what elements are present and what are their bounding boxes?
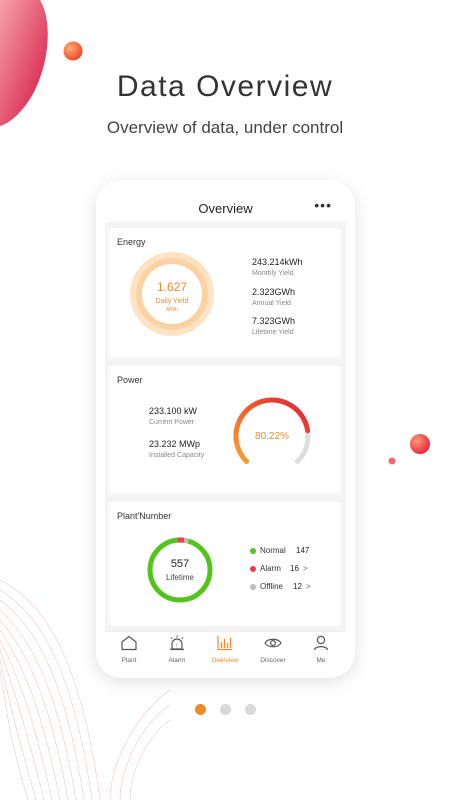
annual-yield-value: 2.323GWh bbox=[252, 287, 296, 297]
status-count-offline: 12 bbox=[293, 582, 302, 591]
annual-yield-label: Annual Yield bbox=[252, 300, 291, 307]
chevron-right-icon: > bbox=[306, 582, 311, 591]
decorative-small-dot bbox=[388, 457, 396, 465]
status-count-alarm: 16 bbox=[290, 564, 299, 573]
tab-plant-label: Plant bbox=[121, 657, 137, 664]
status-label-alarm: Alarm bbox=[260, 564, 281, 573]
plant-ring-chart bbox=[147, 537, 213, 603]
energy-card-title: Energy bbox=[117, 237, 146, 247]
home-icon bbox=[121, 635, 137, 651]
user-icon bbox=[313, 635, 329, 651]
decorative-line-waves bbox=[0, 579, 170, 800]
decorative-orange-ball bbox=[63, 41, 83, 61]
daily-yield-value: 1.627 bbox=[156, 280, 188, 294]
chevron-right-icon: > bbox=[303, 564, 308, 573]
daily-yield-label: Daily Yield bbox=[155, 298, 189, 305]
phone-screen: Overview ••• Energy 1.627 Daily Yield MW… bbox=[105, 188, 346, 670]
decorative-red-ball bbox=[410, 434, 430, 454]
bar-chart-icon bbox=[217, 636, 232, 651]
screen-title: Overview bbox=[198, 201, 253, 216]
pagination-dots bbox=[0, 702, 450, 720]
energy-card[interactable]: Energy 1.627 Daily Yield MWh 243.214kWh … bbox=[109, 228, 341, 358]
daily-yield-unit: MWh bbox=[166, 307, 178, 313]
power-card-title: Power bbox=[117, 375, 143, 385]
page-subtitle: Overview of data, under control bbox=[106, 118, 344, 137]
status-label-offline: Offline bbox=[260, 582, 283, 591]
plant-number-card-title: Plant'Number bbox=[117, 511, 172, 521]
installed-capacity-label: Installed Capacity bbox=[149, 452, 205, 459]
lifetime-yield-value: 7.323GWh bbox=[252, 316, 296, 326]
power-percent: 80.22% bbox=[255, 431, 289, 442]
bottom-tab-bar: Plant ! Alarm bbox=[105, 631, 346, 670]
tab-discover[interactable]: Discover bbox=[249, 635, 297, 664]
tab-alarm[interactable]: ! Alarm bbox=[153, 635, 201, 664]
tab-plant[interactable]: Plant bbox=[105, 635, 153, 664]
eye-icon bbox=[264, 638, 282, 648]
monthly-yield-value: 243.214kWh bbox=[252, 257, 303, 267]
daily-yield-gauge bbox=[130, 252, 214, 336]
current-power-label: Current Power bbox=[149, 419, 195, 426]
svg-text:!: ! bbox=[176, 644, 177, 650]
status-dot-alarm bbox=[250, 566, 256, 572]
status-label-normal: Normal bbox=[260, 546, 286, 555]
status-row-normal[interactable]: Normal 147 bbox=[250, 546, 340, 558]
power-card[interactable]: Power 233.100 kW Current Power 23.232 MW… bbox=[109, 366, 341, 494]
tab-overview[interactable]: Overview bbox=[201, 635, 249, 664]
lifetime-yield-label: Lifetime Yield bbox=[252, 329, 294, 336]
status-row-offline[interactable]: Offline 12 > bbox=[250, 582, 340, 594]
tab-me-label: Me bbox=[316, 657, 326, 664]
tab-overview-label: Overview bbox=[211, 657, 239, 664]
tab-alarm-label: Alarm bbox=[168, 657, 186, 664]
power-gauge bbox=[233, 397, 311, 464]
tab-discover-label: Discover bbox=[260, 657, 286, 664]
status-count-normal: 147 bbox=[296, 546, 310, 555]
alarm-icon: ! bbox=[170, 635, 184, 651]
tab-me[interactable]: Me bbox=[297, 635, 345, 664]
plant-total: 557 bbox=[170, 558, 190, 570]
status-dot-normal bbox=[250, 548, 256, 554]
screen-header: Overview ••• bbox=[105, 188, 346, 222]
current-power-value: 233.100 kW bbox=[149, 406, 198, 416]
background-blob-top-left bbox=[0, 0, 48, 126]
installed-capacity-value: 23.232 MWp bbox=[149, 439, 201, 449]
pagination-dot[interactable] bbox=[244, 704, 256, 715]
monthly-yield-label: Monthly Yield bbox=[252, 270, 294, 277]
plant-number-card[interactable]: Plant'Number 557 Lifetime Normal 147 Ala… bbox=[109, 502, 341, 626]
page-title: Data Overview bbox=[116, 70, 334, 103]
phone-mockup: Overview ••• Energy 1.627 Daily Yield MW… bbox=[96, 180, 355, 678]
pagination-dot[interactable] bbox=[194, 704, 206, 715]
status-dot-offline bbox=[250, 584, 256, 590]
pagination-dot[interactable] bbox=[219, 704, 231, 715]
plant-total-label: Lifetime bbox=[165, 573, 194, 582]
status-row-alarm[interactable]: Alarm 16 > bbox=[250, 564, 340, 576]
more-icon[interactable]: ••• bbox=[314, 197, 332, 213]
